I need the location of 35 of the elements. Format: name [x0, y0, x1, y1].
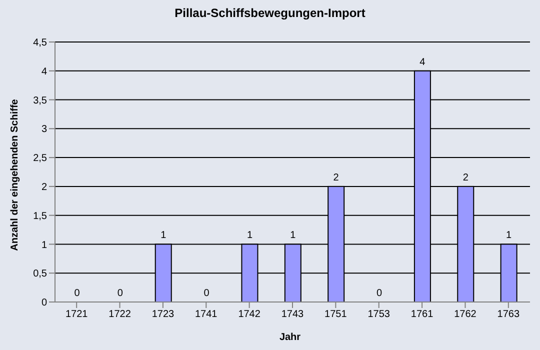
x-tick-label: 1723	[152, 309, 175, 320]
y-axis-title: Anzahl der eingehenden Schiffe	[10, 99, 20, 251]
y-tick-label: 2,5	[33, 153, 48, 164]
x-tick-label: 1722	[108, 309, 132, 320]
y-tick-label: 1	[41, 240, 48, 251]
chart-title: Pillau-Schiffsbewegungen-Import	[174, 6, 366, 20]
x-tick-label: 1741	[195, 309, 218, 320]
y-tick-label: 3	[41, 124, 48, 136]
y-tick-label: 0,5	[33, 268, 48, 280]
y-tick-label: 4	[41, 66, 48, 78]
y-tick-label: 0	[41, 298, 48, 309]
data-label: 0	[74, 288, 80, 299]
data-label: 2	[462, 172, 469, 184]
data-label: 0	[376, 288, 382, 299]
y-tick-label: 3,5	[33, 95, 48, 106]
y-tick-label: 2	[41, 182, 48, 193]
data-label: 0	[204, 288, 210, 299]
data-label: 0	[117, 288, 124, 299]
x-tick-label: 1721	[65, 309, 88, 320]
y-tick-label: 1,5	[33, 210, 48, 222]
x-tick-label: 1762	[454, 309, 477, 320]
x-tick-label: 1763	[497, 309, 520, 320]
x-tick-label: 1742	[238, 309, 261, 320]
x-tick-label: 1751	[324, 309, 348, 320]
data-label: 1	[246, 230, 253, 242]
x-tick-label: 1753	[368, 309, 390, 320]
data-label: 4	[420, 56, 426, 68]
x-axis-title: Jahr	[278, 332, 302, 343]
data-label: 1	[160, 230, 167, 242]
data-label: 1	[506, 230, 512, 242]
data-label: 1	[290, 230, 296, 242]
x-tick-label: 1743	[281, 309, 304, 320]
x-tick-label: 1761	[410, 309, 434, 320]
y-tick-label: 4,5	[33, 38, 48, 49]
data-label: 2	[333, 172, 340, 184]
